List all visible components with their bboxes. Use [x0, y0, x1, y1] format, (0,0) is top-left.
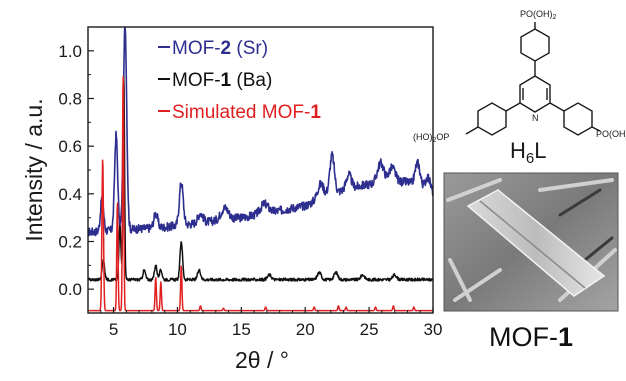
left-bond — [465, 126, 479, 135]
ligand-structure — [465, 22, 601, 136]
top-phenyl-ring — [520, 28, 550, 62]
legend-label-simulated-number: 1 — [310, 102, 321, 123]
left-phenyl-ring — [477, 102, 507, 136]
y-tick-label: 1.0 — [58, 42, 82, 61]
x-tick-label: 30 — [424, 320, 443, 339]
legend: MOF-2 (Sr) MOF-1 (Ba) Simulated MOF-1 — [158, 38, 321, 123]
nitrogen-label: N — [532, 113, 539, 123]
sem-crystal-edge — [479, 200, 586, 289]
y-axis-label: Intensity / a.u. — [21, 98, 47, 241]
right-link-bond — [549, 102, 565, 112]
legend-item-mof1: MOF-1 (Ba) — [158, 70, 272, 91]
pyridine-ring — [519, 75, 551, 113]
svg-text:Simulated MOF-1: Simulated MOF-1 — [172, 102, 321, 123]
svg-text:MOF-1 (Ba): MOF-1 (Ba) — [172, 70, 272, 91]
legend-label-mof1-suffix: (Ba) — [231, 70, 272, 91]
tick-layer: 5 10 15 20 25 30 0.0 0.2 0.4 0.6 0.8 1.0 — [58, 26, 443, 339]
sem-dark-rods — [558, 188, 614, 262]
x-axis-label: 2θ / ° — [235, 347, 289, 373]
legend-label-mof2-prefix: MOF- — [172, 38, 221, 59]
x-tick-label: 25 — [360, 320, 379, 339]
series-layer — [88, 27, 433, 312]
top-phosphonate-label: PO(OH)2 — [520, 9, 557, 21]
legend-label-mof1-number: 1 — [221, 70, 232, 91]
left-phosphonate-label: (HO)2OP — [413, 132, 449, 144]
x-tick-label: 5 — [109, 320, 118, 339]
series-line-simulated — [88, 76, 433, 312]
ligand-formula: H6L — [510, 138, 546, 167]
x-tick-label: 10 — [168, 320, 187, 339]
right-bond — [591, 126, 601, 132]
right-phosphonate-label: PO(OH) — [596, 129, 626, 139]
sem-image-border — [443, 172, 619, 312]
legend-label-mof2-suffix: (Sr) — [231, 38, 268, 59]
x-tick-label: 15 — [232, 320, 251, 339]
sem-micrograph: MOF-1 — [443, 172, 619, 352]
x-tick-label: 20 — [296, 320, 315, 339]
series-line-mof2 — [88, 27, 433, 237]
legend-label-mof2-number: 2 — [221, 38, 232, 59]
xrd-chart: Intensity / a.u. 2θ / ° 5 10 15 20 25 30 0.0 0.… — [21, 26, 443, 373]
y-tick-label: 0.4 — [58, 185, 82, 204]
legend-label-simulated-prefix: Simulated MOF- — [172, 102, 310, 123]
legend-item-mof2: MOF-2 (Sr) — [158, 38, 268, 59]
sem-caption: MOF-1 — [489, 322, 573, 352]
series-line-mof1 — [88, 76, 433, 282]
ligand-labels: PO(OH)2 N (HO)2OP PO(OH) H6L — [413, 9, 626, 167]
legend-label-mof1-prefix: MOF- — [172, 70, 221, 91]
y-tick-label: 0.8 — [58, 90, 82, 109]
left-link-bond — [505, 102, 521, 112]
svg-text:MOF-2 (Sr): MOF-2 (Sr) — [172, 38, 268, 59]
sem-crystal-rod — [466, 189, 606, 297]
right-phenyl-ring — [563, 102, 593, 136]
y-tick-label: 0.2 — [58, 233, 82, 252]
y-tick-label: 0.6 — [58, 137, 82, 156]
legend-item-simulated: Simulated MOF-1 — [158, 102, 321, 123]
y-tick-label: 0.0 — [58, 280, 82, 299]
